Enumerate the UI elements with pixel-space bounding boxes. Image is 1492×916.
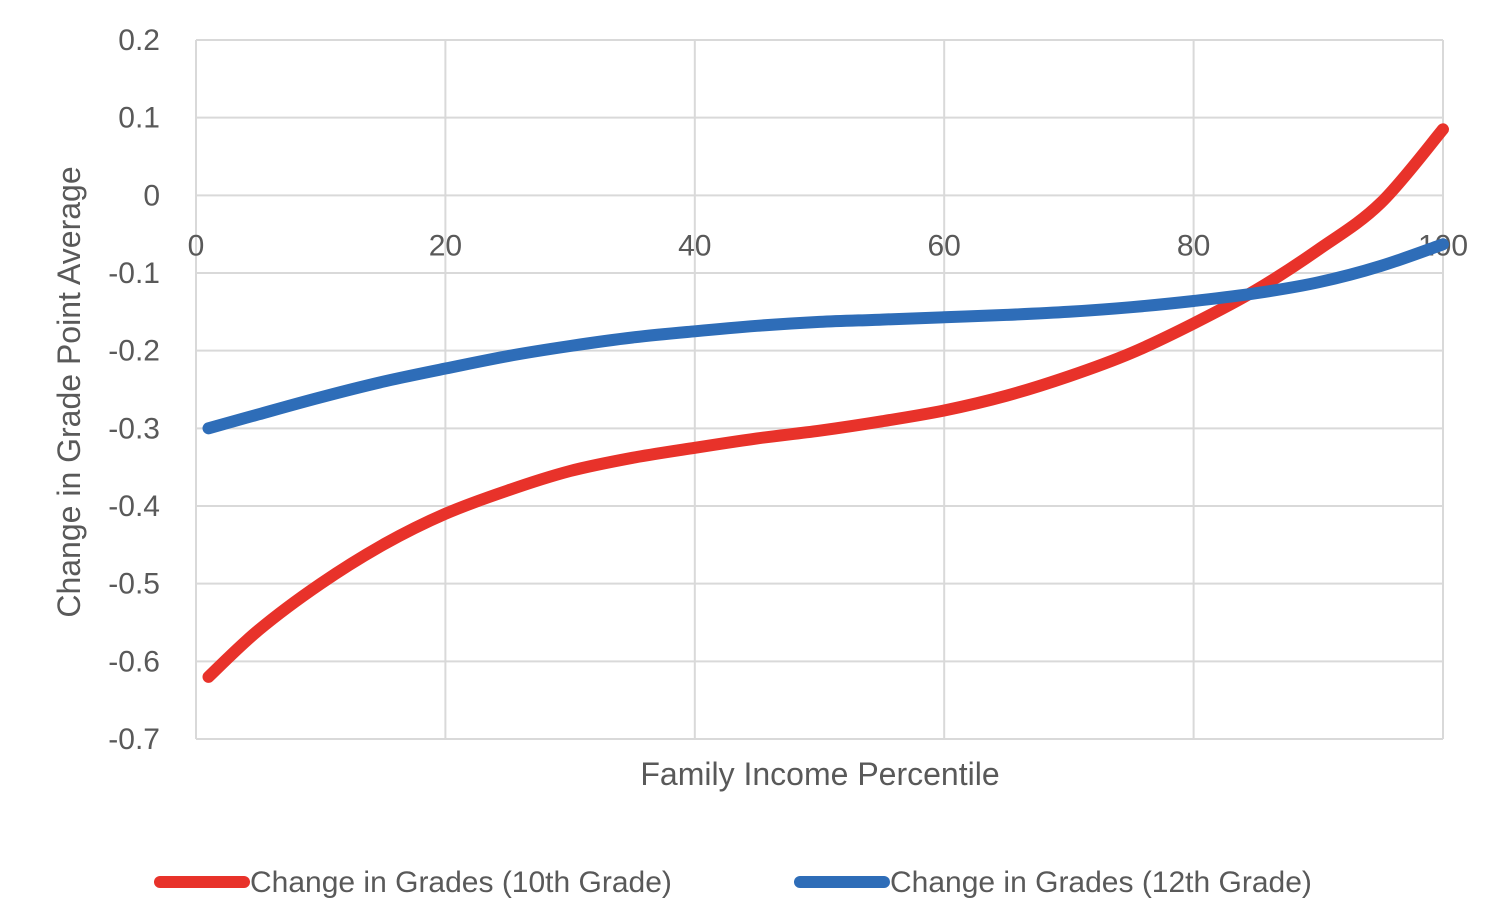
y-axis-ticks: 0.2 0.1 0 -0.1 -0.2 -0.3 -0.4 -0.5 -0.6 -0.7 xyxy=(108,24,160,756)
x-tick-label: 40 xyxy=(678,229,711,262)
y-tick-label: 0.2 xyxy=(118,24,160,57)
y-tick-label: 0.1 xyxy=(118,102,160,135)
x-axis-title: Family Income Percentile xyxy=(640,756,999,792)
x-axis-ticks: 0 20 40 60 80 100 xyxy=(188,229,1468,262)
y-axis-title: Change in Grade Point Average xyxy=(51,166,87,617)
y-tick-label: -0.6 xyxy=(108,645,160,678)
x-tick-label: 60 xyxy=(928,229,961,262)
y-tick-label: -0.7 xyxy=(108,723,160,756)
legend-label: Change in Grades (12th Grade) xyxy=(890,866,1312,899)
legend-label: Change in Grades (10th Grade) xyxy=(250,866,672,899)
y-tick-label: -0.1 xyxy=(108,257,160,290)
gridlines xyxy=(195,39,1444,740)
y-tick-label: -0.4 xyxy=(108,490,160,523)
x-tick-label: 0 xyxy=(188,229,205,262)
legend: Change in Grades (10th Grade) Change in G… xyxy=(154,866,1312,899)
series-lines xyxy=(202,123,1449,683)
x-tick-label: 80 xyxy=(1177,229,1210,262)
y-tick-label: -0.5 xyxy=(108,568,160,601)
y-tick-label: -0.2 xyxy=(108,335,160,368)
series-line-10th-grade xyxy=(202,123,1449,683)
y-tick-label: 0 xyxy=(143,179,160,212)
x-tick-label: 20 xyxy=(429,229,462,262)
y-tick-label: -0.3 xyxy=(108,412,160,445)
series-line-12th-grade xyxy=(202,238,1449,435)
